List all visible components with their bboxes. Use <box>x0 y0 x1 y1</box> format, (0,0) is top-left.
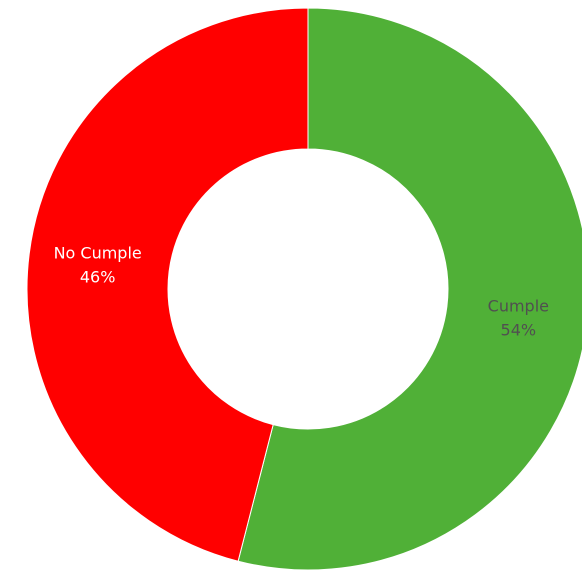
slice-label-value: 54% <box>501 321 537 340</box>
slice-no-cumple[interactable] <box>26 7 309 562</box>
slice-label: No Cumple 46% <box>54 243 142 286</box>
slice-cumple[interactable] <box>237 7 582 571</box>
slice-label-value: 46% <box>80 267 116 286</box>
slice-label-name: Cumple <box>488 297 549 316</box>
slice-label-name: No Cumple <box>54 243 142 262</box>
labels-layer: Cumple 54% No Cumple 46% <box>54 243 549 339</box>
slices-layer <box>26 7 582 571</box>
slice-label: Cumple 54% <box>488 297 549 340</box>
